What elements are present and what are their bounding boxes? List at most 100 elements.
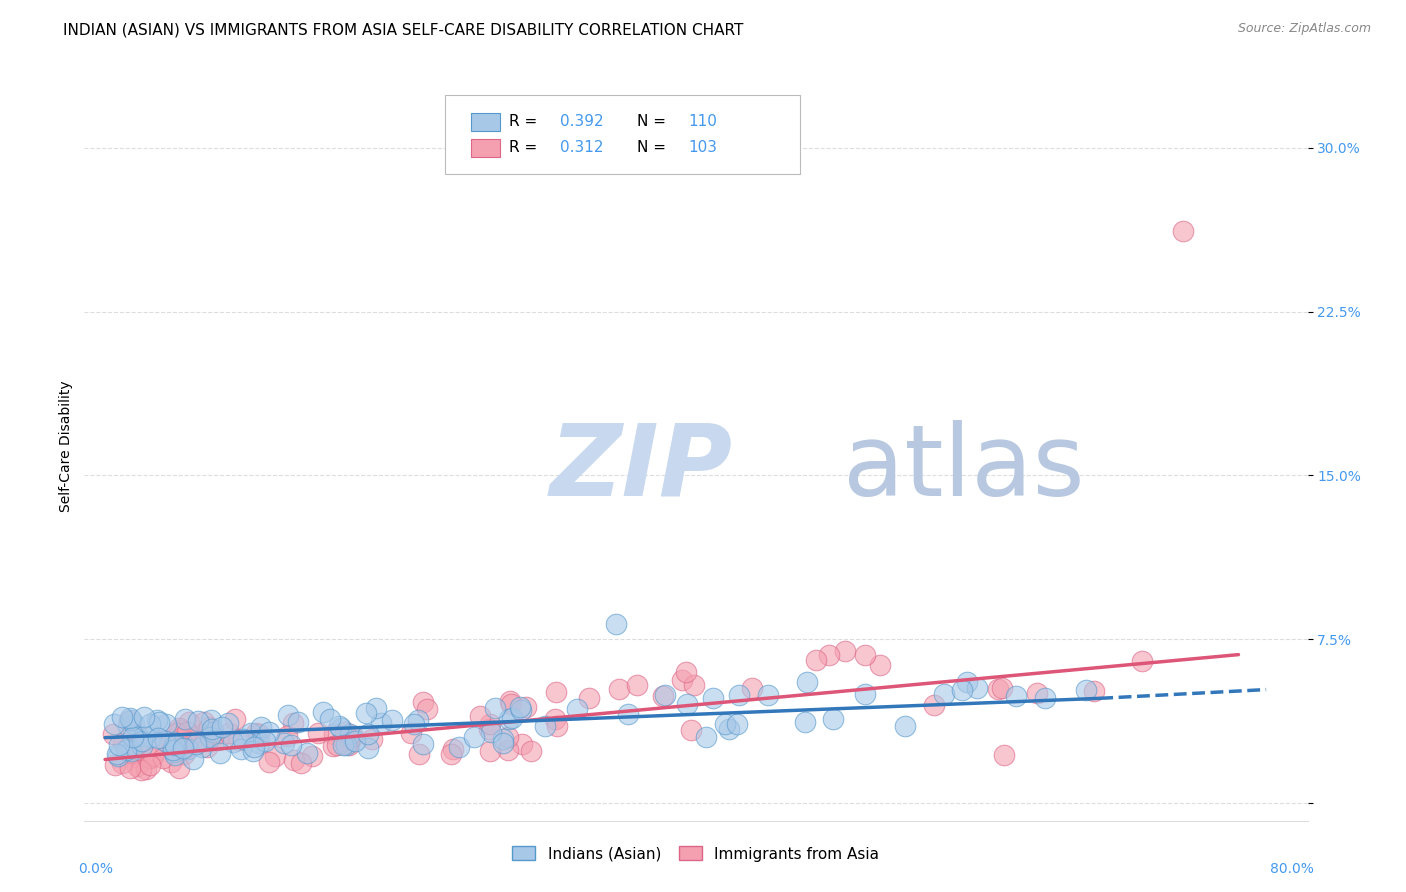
Point	[121, 730, 143, 744]
Point	[818, 648, 841, 662]
Point	[129, 763, 152, 777]
Point	[187, 714, 209, 729]
Point	[166, 726, 188, 740]
Text: 80.0%: 80.0%	[1270, 862, 1313, 876]
Point	[111, 736, 134, 750]
Point	[218, 726, 240, 740]
Point	[519, 744, 541, 758]
Point	[191, 739, 214, 754]
Point	[924, 698, 946, 712]
Point	[207, 733, 229, 747]
Point	[626, 678, 648, 692]
Point	[118, 714, 141, 729]
Point	[132, 710, 155, 724]
Point	[253, 734, 276, 748]
Point	[115, 742, 138, 756]
Point	[242, 744, 264, 758]
Point	[546, 685, 568, 699]
Point	[163, 738, 186, 752]
Point	[132, 729, 155, 743]
Point	[683, 678, 706, 692]
Point	[201, 724, 224, 739]
Point	[163, 746, 186, 760]
Point	[155, 717, 177, 731]
Point	[174, 741, 197, 756]
Point	[498, 712, 520, 726]
FancyBboxPatch shape	[471, 139, 501, 157]
Point	[170, 731, 193, 746]
Point	[796, 674, 818, 689]
Point	[124, 749, 146, 764]
Point	[484, 700, 506, 714]
Point	[534, 719, 557, 733]
Point	[354, 706, 377, 720]
Point	[131, 734, 153, 748]
Point	[544, 712, 567, 726]
Point	[188, 728, 211, 742]
Point	[217, 716, 239, 731]
Point	[193, 715, 215, 730]
Point	[342, 729, 364, 743]
Point	[221, 735, 243, 749]
Point	[142, 749, 165, 764]
Point	[322, 739, 344, 753]
Point	[128, 736, 150, 750]
Text: R =: R =	[509, 140, 541, 155]
Point	[155, 734, 177, 748]
Point	[515, 700, 537, 714]
Point	[337, 736, 360, 750]
Point	[169, 743, 191, 757]
Point	[103, 757, 125, 772]
Point	[440, 747, 463, 761]
Point	[249, 721, 271, 735]
Point	[179, 714, 201, 729]
Point	[337, 738, 360, 752]
Point	[135, 762, 157, 776]
Point	[157, 738, 180, 752]
Point	[652, 690, 675, 704]
Y-axis label: Self-Care Disability: Self-Care Disability	[59, 380, 73, 512]
Point	[695, 730, 717, 744]
Point	[617, 707, 640, 722]
Point	[499, 693, 522, 707]
Point	[510, 737, 533, 751]
Point	[1026, 686, 1049, 700]
Point	[328, 719, 350, 733]
Point	[343, 734, 366, 748]
Point	[671, 673, 693, 687]
Point	[498, 743, 520, 757]
Point	[509, 703, 531, 717]
Point	[121, 746, 143, 760]
Point	[173, 747, 195, 761]
Point	[163, 734, 186, 748]
Point	[478, 722, 501, 736]
Point	[1076, 682, 1098, 697]
Point	[501, 711, 523, 725]
Point	[107, 749, 129, 764]
Point	[478, 744, 501, 758]
Point	[987, 681, 1010, 696]
Point	[479, 724, 502, 739]
Point	[107, 739, 129, 753]
Text: ZIP: ZIP	[550, 420, 733, 517]
Point	[468, 709, 491, 723]
Point	[322, 727, 344, 741]
Point	[834, 644, 856, 658]
Point	[297, 746, 319, 760]
Point	[966, 681, 988, 695]
Point	[245, 726, 267, 740]
Point	[496, 730, 519, 744]
Point	[932, 688, 955, 702]
Point	[263, 748, 285, 763]
Point	[167, 761, 190, 775]
Point	[198, 720, 221, 734]
Point	[146, 714, 169, 728]
Point	[654, 688, 676, 702]
Point	[492, 731, 515, 746]
FancyBboxPatch shape	[471, 112, 501, 130]
Point	[1005, 690, 1028, 704]
Point	[675, 665, 697, 679]
Point	[153, 732, 176, 747]
Point	[509, 700, 531, 714]
Point	[224, 712, 246, 726]
